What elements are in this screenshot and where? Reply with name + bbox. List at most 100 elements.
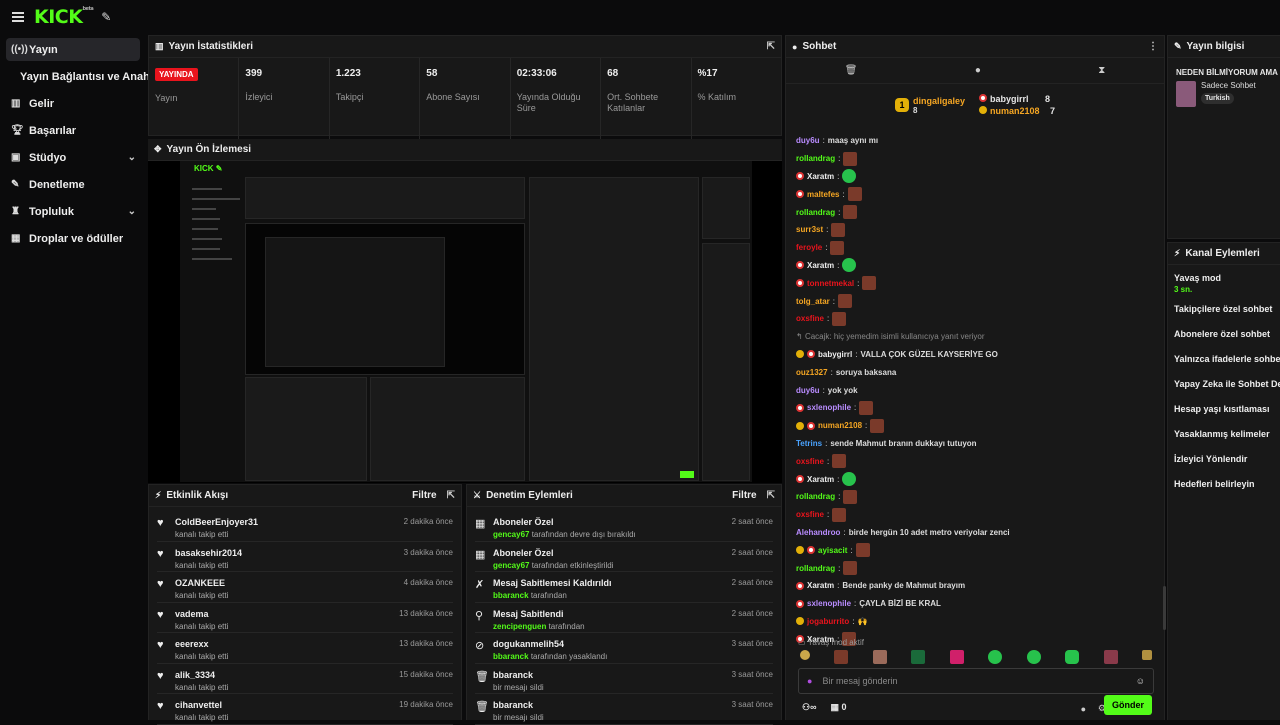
chat-message[interactable]: duy6u: yok yok: [796, 381, 1154, 399]
chat-message[interactable]: oxsfine:: [796, 452, 1154, 470]
moderation-actor[interactable]: gencay67: [493, 560, 530, 570]
moderation-actor[interactable]: zencipenguen: [493, 621, 547, 631]
chat-username[interactable]: Xaratm: [807, 581, 835, 591]
hourglass-icon[interactable]: ⧗: [1098, 65, 1106, 76]
gifter-row[interactable]: numan2108 7: [978, 106, 1055, 116]
chat-username[interactable]: duy6u: [796, 136, 820, 146]
sidebar-item-gelir[interactable]: ▥ Gelir: [6, 92, 140, 115]
wrench-icon[interactable]: ✎: [101, 10, 112, 24]
emote-icon[interactable]: [1103, 650, 1118, 664]
chat-username[interactable]: oxsfine: [796, 456, 825, 466]
sidebar-item-denetleme[interactable]: ✎ Denetleme: [6, 173, 140, 196]
chat-username[interactable]: sxlenophile: [807, 403, 852, 413]
chat-username[interactable]: Xaratm: [807, 260, 835, 270]
moderation-row[interactable]: ▦ Aboneler Özel gencay67 tarafından etkinl…: [467, 542, 781, 573]
chat-username[interactable]: jogaburrito: [807, 616, 850, 626]
channel-action-item[interactable]: Yasaklanmış kelimeler: [1168, 421, 1280, 446]
moderation-row[interactable]: ⚲ Mesaj Sabitlendi zencipenguen tarafından…: [467, 603, 781, 634]
moderation-row[interactable]: 🗑︎ bbaranck bir mesajı sildi 3 saat önce: [467, 664, 781, 695]
activity-row[interactable]: ♥ vadema kanalı takip etti 13 dakika önce: [149, 603, 461, 634]
chat-message[interactable]: Alehandroo: birde hergün 10 adet metro ve…: [796, 524, 1154, 542]
chat-message[interactable]: rollandrag:: [796, 150, 1154, 168]
chevron-down-icon[interactable]: ⌄: [127, 206, 136, 217]
gifter-top[interactable]: 1 dingaligaley 8: [894, 96, 965, 115]
sidebar-item-yayin[interactable]: ((•)) Yayın: [6, 38, 140, 61]
mic-icon[interactable]: ●: [807, 676, 813, 686]
gifter-row[interactable]: babygirrl 8: [978, 94, 1055, 104]
chat-username[interactable]: oxsfine: [796, 314, 825, 324]
chat-message[interactable]: rollandrag:: [796, 559, 1154, 577]
chat-username[interactable]: numan2108: [818, 421, 863, 431]
chat-username[interactable]: rollandrag: [796, 154, 836, 164]
filter-button[interactable]: Filtre: [732, 490, 757, 501]
chat-username[interactable]: Xaratm: [807, 474, 835, 484]
trash-icon[interactable]: 🗑︎: [844, 65, 858, 76]
kick-logo[interactable]: KICKbeta: [34, 6, 94, 28]
channel-action-item[interactable]: Yalnızca ifadelerle sohbet: [1168, 346, 1280, 371]
chat-message[interactable]: Xaratm: Bende panky de Mahmut brayım: [796, 577, 1154, 595]
chat-username[interactable]: tonnetmekal: [807, 278, 855, 288]
emote-icon[interactable]: [872, 650, 887, 664]
chat-username[interactable]: rollandrag: [796, 207, 836, 217]
channel-action-item[interactable]: Yapay Zeka ile Sohbet Dene: [1168, 371, 1280, 396]
emote-icon[interactable]: [834, 650, 849, 664]
chat-message[interactable]: duy6u: maaş aynı mı: [796, 132, 1154, 150]
popout-icon[interactable]: ⇱: [766, 490, 775, 501]
chat-message[interactable]: maltefes:: [796, 185, 1154, 203]
chat-username[interactable]: oxsfine: [796, 510, 825, 520]
chat-message[interactable]: babygirrl: VALLA ÇOK GÜZEL KAYSERİYE GO: [796, 346, 1154, 364]
emote-icon[interactable]: [800, 650, 810, 660]
moderation-actor[interactable]: bbaranck: [493, 652, 529, 661]
chat-username[interactable]: Xaratm: [807, 634, 835, 644]
chat-message[interactable]: ayisacit:: [796, 541, 1154, 559]
emote-icon[interactable]: [949, 650, 964, 664]
chat-message[interactable]: ↰ Cacajk: hiç yemedim isimli kullanıcıya…: [796, 328, 1154, 346]
sidebar-item-topluluk[interactable]: ♜ Topluluk ⌄: [6, 200, 140, 223]
chat-username[interactable]: Tetrins: [796, 438, 823, 448]
activity-row[interactable]: ♥ alik_3334 kanalı takip etti 15 dakika önc…: [149, 664, 461, 695]
emoji-icon[interactable]: ☺: [1135, 676, 1145, 686]
stream-preview[interactable]: KICK ✎: [148, 161, 782, 483]
sidebar-item-basarilar[interactable]: 🏆︎ Başarılar: [6, 119, 140, 142]
channel-action-item[interactable]: Yavaş mod 3 sn.: [1168, 271, 1280, 296]
chat-message[interactable]: Xaratm:: [796, 168, 1154, 186]
chat-scrollbar[interactable]: [1163, 586, 1166, 630]
chat-username[interactable]: babygirrl: [818, 349, 853, 359]
chat-message[interactable]: Xaratm:: [796, 470, 1154, 488]
activity-row[interactable]: ♥ OZANKEEE kanalı takip etti 4 dakika önce: [149, 572, 461, 603]
stream-info-body[interactable]: NEDEN BİLMİYORUM AMA Sadece Sohbet Turkis…: [1168, 58, 1280, 107]
moderation-row[interactable]: ▦ Aboneler Özel gencay67 tarafından devre …: [467, 511, 781, 542]
chat-message[interactable]: oxsfine:: [796, 310, 1154, 328]
chat-input[interactable]: ● Bir mesaj gönderin ☺: [798, 668, 1154, 694]
chat-username[interactable]: sxlenophile: [807, 599, 852, 609]
chat-message[interactable]: jogaburrito: 🙌: [796, 613, 1154, 631]
chat-username[interactable]: rollandrag: [796, 492, 836, 502]
send-button[interactable]: Gönder: [1103, 695, 1152, 715]
chat-message[interactable]: Tetrins: sende Mahmut branın dukkayı tutu…: [796, 435, 1154, 453]
activity-row[interactable]: ♥ ColdBeerEnjoyer31 kanalı takip etti 2 dak…: [149, 511, 461, 542]
chevron-down-icon[interactable]: ⌄: [127, 152, 136, 163]
chat-bubble-icon[interactable]: ●: [974, 65, 981, 76]
chat-message[interactable]: sxlenophile:: [796, 399, 1154, 417]
chat-message[interactable]: sxlenophile: ÇAYLA BİZİ BE KRAL: [796, 595, 1154, 613]
sidebar-item-studyo[interactable]: ▣ Stüdyo ⌄: [6, 146, 140, 169]
activity-row[interactable]: ♥ eeerexx kanalı takip etti 13 dakika önce: [149, 633, 461, 664]
chat-username[interactable]: feroyle: [796, 243, 823, 253]
chat-message[interactable]: Xaratm:: [796, 630, 1154, 648]
moderation-row[interactable]: ⊘ dogukanmelih54 bbaranck tarafından yasak…: [467, 633, 781, 664]
channel-action-item[interactable]: Hesap yaşı kısıtlaması: [1168, 396, 1280, 421]
chat-username[interactable]: rollandrag: [796, 563, 836, 573]
points-row[interactable]: ⚇∞: [802, 702, 817, 713]
chat-message[interactable]: numan2108:: [796, 417, 1154, 435]
sidebar-item-droplar[interactable]: ▦ Droplar ve ödüller: [6, 227, 140, 250]
gear-icon[interactable]: ⚙︎: [1097, 703, 1106, 713]
emote-icon[interactable]: [988, 650, 1003, 664]
chat-message[interactable]: Xaratm:: [796, 257, 1154, 275]
chat-message[interactable]: oxsfine:: [796, 506, 1154, 524]
channel-action-item[interactable]: Hedefleri belirleyin: [1168, 471, 1280, 496]
popout-icon[interactable]: ⇱: [766, 41, 775, 52]
chat-username[interactable]: maltefes: [807, 189, 840, 199]
chat-message[interactable]: rollandrag:: [796, 488, 1154, 506]
chat-message[interactable]: feroyle:: [796, 239, 1154, 257]
chat-bubble-icon[interactable]: ●: [1080, 704, 1086, 714]
